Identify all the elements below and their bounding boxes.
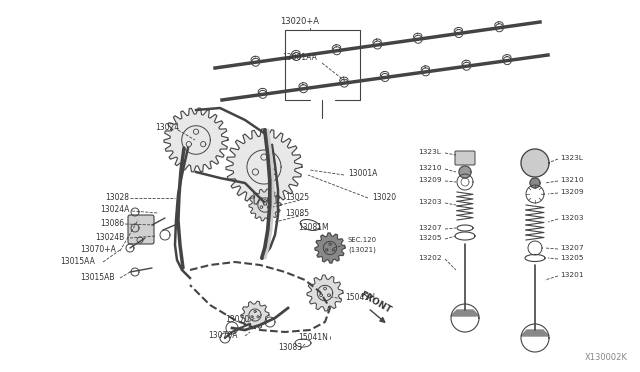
- FancyBboxPatch shape: [128, 215, 154, 244]
- Text: 13020+A: 13020+A: [280, 17, 319, 26]
- Text: 13083: 13083: [278, 343, 302, 353]
- Text: 13201: 13201: [560, 272, 584, 278]
- Text: FRONT: FRONT: [358, 289, 392, 315]
- Polygon shape: [226, 129, 302, 205]
- Text: 13028: 13028: [105, 192, 129, 202]
- FancyBboxPatch shape: [455, 151, 475, 165]
- Polygon shape: [307, 275, 343, 311]
- Text: 13020: 13020: [372, 192, 396, 202]
- Text: 15041N: 15041N: [298, 334, 328, 343]
- Text: (13021): (13021): [348, 247, 376, 253]
- Polygon shape: [241, 301, 269, 329]
- Text: 13209: 13209: [418, 177, 442, 183]
- Text: 13085: 13085: [285, 208, 309, 218]
- Text: 13025: 13025: [285, 193, 309, 202]
- Text: 13024B: 13024B: [95, 232, 124, 241]
- Text: 13207: 13207: [560, 245, 584, 251]
- Text: 13203: 13203: [418, 199, 442, 205]
- Text: 13210: 13210: [560, 177, 584, 183]
- Polygon shape: [521, 149, 549, 177]
- Text: 1323L: 1323L: [560, 155, 583, 161]
- Text: 13070: 13070: [225, 315, 249, 324]
- Polygon shape: [451, 310, 479, 316]
- Text: 13205: 13205: [560, 255, 584, 261]
- Polygon shape: [530, 178, 540, 188]
- Text: 13202: 13202: [418, 255, 442, 261]
- Text: 13001A: 13001A: [348, 170, 378, 179]
- Text: SEC.120: SEC.120: [348, 237, 377, 243]
- Text: 1323L: 1323L: [418, 149, 441, 155]
- Text: 13015AA: 13015AA: [60, 257, 95, 266]
- Polygon shape: [164, 108, 228, 172]
- Text: 13203: 13203: [560, 215, 584, 221]
- Polygon shape: [459, 166, 471, 178]
- Polygon shape: [521, 330, 549, 336]
- Polygon shape: [249, 189, 281, 221]
- Text: 15043H: 15043H: [345, 294, 375, 302]
- Text: 13015AB: 13015AB: [80, 273, 115, 282]
- Text: X130002K: X130002K: [585, 353, 628, 362]
- Text: 13070+A: 13070+A: [80, 246, 116, 254]
- Text: 13070A: 13070A: [208, 330, 237, 340]
- Text: 13086: 13086: [100, 218, 124, 228]
- Text: 13001AA: 13001AA: [283, 54, 317, 62]
- Text: 13024A: 13024A: [100, 205, 129, 215]
- Text: 13205: 13205: [418, 235, 442, 241]
- Polygon shape: [315, 233, 345, 263]
- Text: 13209: 13209: [560, 189, 584, 195]
- Text: 13024: 13024: [155, 124, 179, 132]
- Text: 13081M: 13081M: [298, 222, 328, 231]
- Text: 13207: 13207: [418, 225, 442, 231]
- Text: 13210: 13210: [418, 165, 442, 171]
